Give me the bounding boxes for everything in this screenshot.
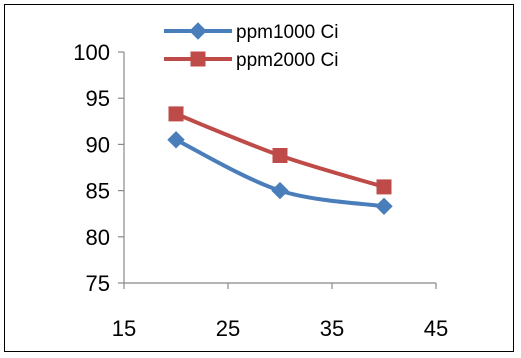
legend: ppm1000 Ci ppm2000 Ci bbox=[164, 22, 338, 71]
legend-marker bbox=[189, 22, 207, 40]
y-tick-label: 90 bbox=[86, 132, 110, 157]
y-ticks: 75 80 85 90 95 100 bbox=[73, 40, 124, 296]
data-point bbox=[376, 179, 392, 195]
axes: 75 80 85 90 95 100 15 25 35 45 bbox=[73, 40, 448, 341]
series-2 bbox=[168, 106, 392, 195]
y-tick-label: 100 bbox=[73, 40, 110, 65]
chart-frame bbox=[4, 4, 514, 352]
y-tick-label: 75 bbox=[86, 271, 110, 296]
x-tick-label: 25 bbox=[216, 316, 240, 341]
y-tick-label: 95 bbox=[86, 86, 110, 111]
series-layer bbox=[167, 106, 393, 216]
y-tick-label: 85 bbox=[86, 179, 110, 204]
data-point bbox=[272, 147, 288, 163]
series-1 bbox=[167, 131, 393, 216]
legend-label: ppm2000 Ci bbox=[236, 50, 338, 71]
legend-marker bbox=[190, 51, 206, 67]
legend-item: ppm2000 Ci bbox=[164, 50, 338, 71]
y-tick-label: 80 bbox=[86, 225, 110, 250]
data-point bbox=[375, 197, 393, 216]
data-point bbox=[167, 131, 185, 149]
data-point bbox=[271, 181, 289, 200]
x-tick-label: 35 bbox=[320, 316, 344, 341]
legend-label: ppm1000 Ci bbox=[236, 22, 338, 43]
legend-item: ppm1000 Ci bbox=[164, 22, 338, 43]
x-ticks: 15 25 35 45 bbox=[112, 283, 448, 341]
x-tick-label: 15 bbox=[112, 316, 136, 341]
data-point bbox=[168, 106, 184, 122]
x-tick-label: 45 bbox=[424, 316, 448, 341]
